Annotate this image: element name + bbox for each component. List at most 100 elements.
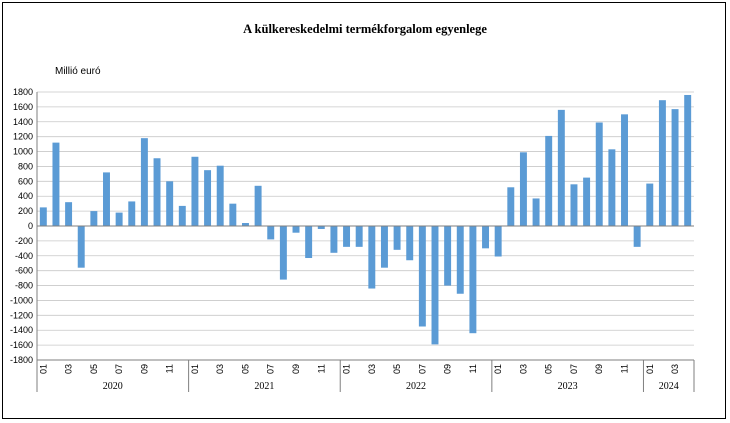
bar xyxy=(570,184,578,226)
bar xyxy=(90,211,98,226)
month-tick-label: 01 xyxy=(645,364,655,374)
month-tick-label: 05 xyxy=(240,364,250,374)
bar xyxy=(317,226,325,229)
month-tick-label: 07 xyxy=(266,364,276,374)
bar xyxy=(532,198,540,226)
bar xyxy=(330,226,338,253)
y-tick-label: -800 xyxy=(15,281,33,291)
y-tick-label: -1200 xyxy=(10,310,33,320)
axes xyxy=(36,92,695,392)
bar xyxy=(166,181,174,226)
bar xyxy=(545,135,553,226)
chart-title: A külkereskedelmi termékforgalom egyenle… xyxy=(243,22,487,36)
month-tick-label: 01 xyxy=(38,364,48,374)
bar xyxy=(229,203,237,226)
bar xyxy=(658,100,666,226)
bar xyxy=(557,109,565,226)
bar xyxy=(482,226,490,249)
bar xyxy=(103,172,110,226)
bar xyxy=(406,226,414,261)
year-label: 2022 xyxy=(406,381,426,392)
bar xyxy=(178,205,186,226)
bar xyxy=(140,138,148,226)
bar xyxy=(494,226,502,257)
bar xyxy=(608,149,616,226)
y-tick-label: 200 xyxy=(18,206,33,216)
bar xyxy=(191,156,199,226)
bar xyxy=(646,183,654,226)
y-tick-label: -1600 xyxy=(10,340,33,350)
x-tick-labels: 01 03 05 07 09 11 2020 01 03 05 07 09 11 2021 01 03 05 07… xyxy=(38,364,680,392)
bar xyxy=(241,223,249,226)
year-label: 2024 xyxy=(659,381,679,392)
month-tick-label: 09 xyxy=(139,364,149,374)
bar xyxy=(583,177,591,226)
month-tick-label: 03 xyxy=(367,364,377,374)
bar xyxy=(153,158,161,226)
month-tick-label: 01 xyxy=(190,364,200,374)
y-tick-label: -1400 xyxy=(10,325,33,335)
bar xyxy=(633,226,641,247)
year-label: 2023 xyxy=(558,381,578,392)
bar xyxy=(267,226,275,240)
bar xyxy=(368,226,376,289)
y-tick-label: -1000 xyxy=(10,295,33,305)
y-tick-label: -1800 xyxy=(10,355,33,365)
bar xyxy=(292,226,300,233)
y-tick-label: -600 xyxy=(15,266,33,276)
bar xyxy=(507,187,515,226)
month-tick-label: 11 xyxy=(468,364,478,373)
bar xyxy=(115,212,123,226)
bar xyxy=(305,226,313,259)
month-tick-label: 03 xyxy=(215,364,225,374)
bar xyxy=(671,109,679,226)
y-tick-label: 1600 xyxy=(13,102,33,112)
bar xyxy=(343,226,351,247)
bar xyxy=(431,226,439,345)
y-tick-label: 1800 xyxy=(13,87,33,97)
bar xyxy=(254,185,262,226)
month-tick-label: 05 xyxy=(89,364,99,374)
y-tick-label: 0 xyxy=(28,221,33,231)
bar xyxy=(279,226,287,280)
month-tick-label: 03 xyxy=(64,364,74,374)
year-label: 2021 xyxy=(254,381,274,392)
y-axis-unit-label: Millió euró xyxy=(55,66,101,77)
bar xyxy=(77,226,85,268)
month-tick-label: 01 xyxy=(493,364,503,374)
y-tick-label: 1200 xyxy=(13,132,33,142)
month-tick-label: 03 xyxy=(670,364,680,374)
y-tick-label: 600 xyxy=(18,176,33,186)
month-tick-label: 11 xyxy=(165,364,175,373)
bar xyxy=(456,226,464,294)
bar xyxy=(52,142,60,226)
month-tick-label: 07 xyxy=(417,364,427,374)
year-label: 2020 xyxy=(103,381,123,392)
month-tick-label: 11 xyxy=(620,364,630,373)
y-tick-label: 1400 xyxy=(13,117,33,127)
month-tick-label: 11 xyxy=(316,364,326,373)
bar xyxy=(216,165,224,226)
bar xyxy=(418,226,426,327)
month-tick-label: 09 xyxy=(443,364,453,374)
bar xyxy=(128,201,136,226)
y-tick-label: 800 xyxy=(18,161,33,171)
chart-frame xyxy=(2,2,726,419)
month-tick-label: 05 xyxy=(544,364,554,374)
y-tick-label: 400 xyxy=(18,191,33,201)
month-tick-label: 01 xyxy=(342,364,352,374)
bar xyxy=(355,226,363,247)
bars xyxy=(39,94,692,345)
y-tick-label: -200 xyxy=(15,236,33,246)
bar xyxy=(595,122,603,226)
month-tick-label: 05 xyxy=(392,364,402,374)
bar xyxy=(39,207,47,226)
bar xyxy=(65,202,73,226)
bar xyxy=(393,226,401,250)
bar xyxy=(621,114,628,226)
month-tick-label: 07 xyxy=(114,364,124,374)
y-tick-labels: -1800 -1600 -1400 -1200 -1000 -800 -600 -400 -20… xyxy=(10,87,33,365)
bar xyxy=(204,170,212,226)
y-tick-label: 1000 xyxy=(13,147,33,157)
